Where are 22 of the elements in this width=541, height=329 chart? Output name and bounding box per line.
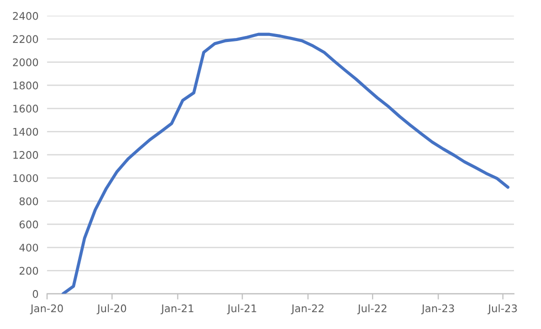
x-tick-label: Jul-20 [96, 304, 126, 314]
y-tick-label: 800 [20, 197, 38, 206]
x-tick-label: Jan-23 [421, 304, 454, 314]
y-tick-label: 1400 [13, 128, 38, 136]
x-tick-label: Jan-22 [290, 304, 324, 314]
y-tick-label: 1800 [13, 82, 38, 90]
y-tick-label: 0 [32, 290, 38, 298]
x-tick-label: Jul-22 [357, 304, 386, 314]
y-tick-label: 2400 [12, 12, 38, 20]
y-tick-label: 2200 [12, 35, 38, 44]
y-tick-label: 1000 [13, 174, 38, 182]
y-tick-label: 200 [20, 266, 38, 275]
y-tick-label: 1600 [13, 104, 38, 113]
x-tick-label: Jul-21 [226, 304, 256, 314]
x-tick-label: Jan-21 [160, 304, 194, 314]
x-tick-label: Jan-20 [30, 304, 63, 314]
x-tick-label: Jul-23 [488, 304, 517, 314]
y-tick-label: 2000 [12, 58, 38, 66]
y-tick-label: 1200 [13, 151, 38, 159]
y-tick-label: 400 [19, 244, 38, 252]
y-tick-label: 600 [20, 220, 38, 228]
line-series [62, 32, 510, 294]
